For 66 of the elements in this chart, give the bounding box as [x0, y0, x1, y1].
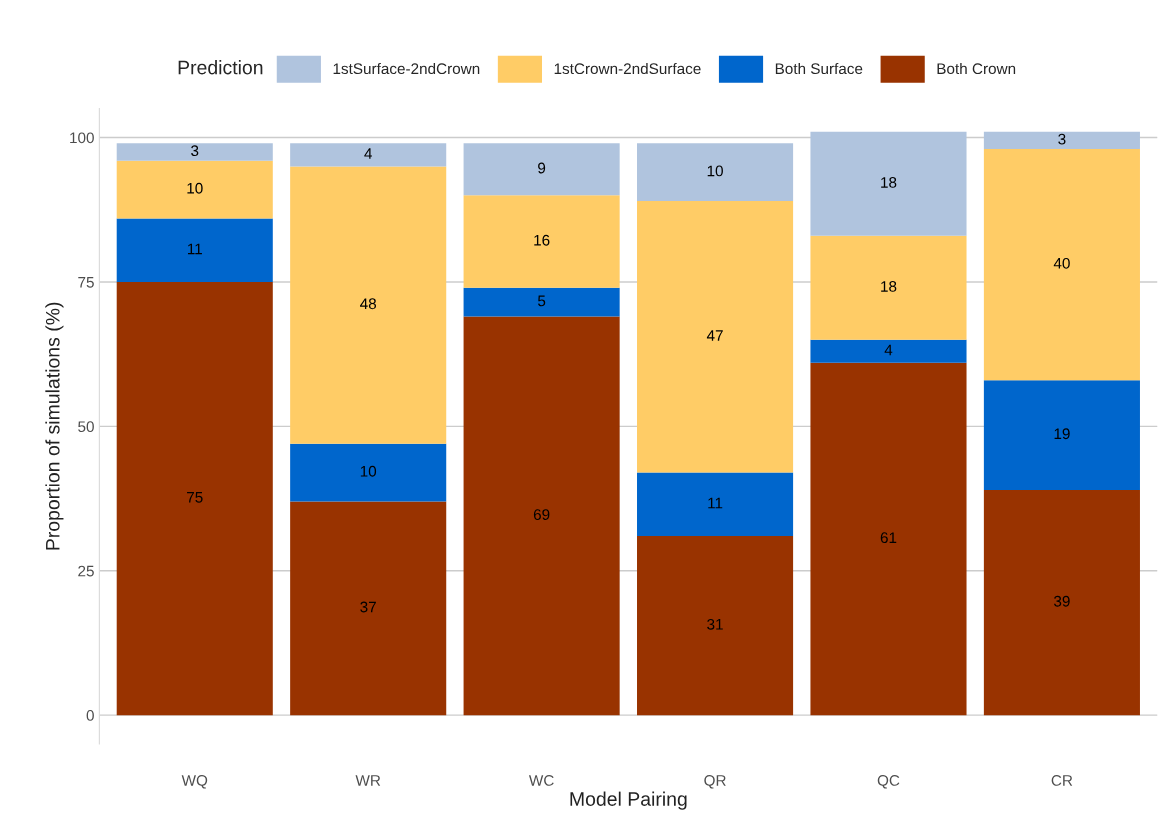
- x-tick-label: QR: [704, 775, 726, 789]
- bar: [290, 501, 447, 716]
- bar: [983, 149, 1140, 381]
- data-label: 10: [360, 465, 377, 477]
- legend-title: Prediction: [178, 60, 263, 75]
- bar: [637, 143, 794, 202]
- data-label: 39: [1054, 595, 1070, 607]
- bar: [983, 380, 1140, 490]
- data-label: 47: [706, 330, 723, 341]
- data-label: 16: [534, 234, 550, 246]
- data-label: 19: [1054, 428, 1070, 440]
- bar: [810, 235, 967, 340]
- bar: [116, 143, 273, 161]
- data-label: 40: [1053, 257, 1070, 269]
- legend-label: Both Surface: [775, 62, 863, 75]
- y-tick-label: 0: [86, 710, 94, 721]
- data-label: 10: [707, 165, 723, 177]
- data-label: 4: [884, 344, 893, 356]
- data-label: 11: [187, 243, 202, 255]
- bar: [810, 339, 967, 363]
- bar: [290, 443, 447, 502]
- data-label: 69: [533, 509, 550, 520]
- data-label: 61: [880, 532, 897, 544]
- bar: [810, 362, 967, 716]
- bar: [983, 489, 1140, 716]
- x-tick-label: CR: [1051, 775, 1073, 786]
- data-label: 31: [707, 618, 723, 630]
- data-label: 18: [881, 281, 897, 292]
- data-label: 4: [364, 148, 372, 159]
- bar: [116, 218, 273, 282]
- x-tick-label: WC: [528, 775, 554, 786]
- x-tick-label: WQ: [181, 775, 208, 789]
- data-label: 75: [187, 492, 203, 503]
- x-tick-label: QC: [877, 775, 900, 789]
- bar: [116, 160, 273, 219]
- bar: [637, 472, 794, 537]
- data-label: 18: [881, 177, 897, 188]
- x-axis-title: Model Pairing: [570, 791, 687, 810]
- legend-label: Both Crown: [937, 62, 1016, 75]
- bar: [983, 131, 1140, 150]
- data-label: 3: [1058, 133, 1066, 145]
- bar: [810, 131, 967, 236]
- data-label: 3: [191, 145, 199, 157]
- bar: [463, 195, 620, 288]
- data-label: 10: [187, 182, 203, 194]
- legend-label: 1stCrown-2ndSurface: [554, 62, 701, 75]
- data-label: 9: [538, 162, 546, 174]
- bar: [116, 281, 273, 716]
- bar: [463, 316, 620, 716]
- y-tick-label: 75: [78, 276, 94, 288]
- bar: [637, 536, 794, 716]
- y-tick-label: 100: [70, 132, 94, 144]
- data-label: 48: [360, 298, 377, 310]
- bar: [463, 143, 620, 196]
- y-axis-title: Proportion of simulations (%): [45, 302, 64, 550]
- bar: [637, 201, 794, 473]
- y-tick-label: 50: [78, 421, 94, 433]
- legend-label: 1stSurface-2ndCrown: [333, 62, 480, 75]
- y-tick-label: 25: [78, 565, 94, 577]
- data-label: 11: [708, 497, 723, 509]
- bar: [290, 143, 447, 167]
- bar: [290, 166, 447, 444]
- data-label: 5: [537, 295, 546, 307]
- data-label: 37: [360, 601, 376, 613]
- x-tick-label: WR: [355, 775, 381, 786]
- bar: [463, 287, 620, 317]
